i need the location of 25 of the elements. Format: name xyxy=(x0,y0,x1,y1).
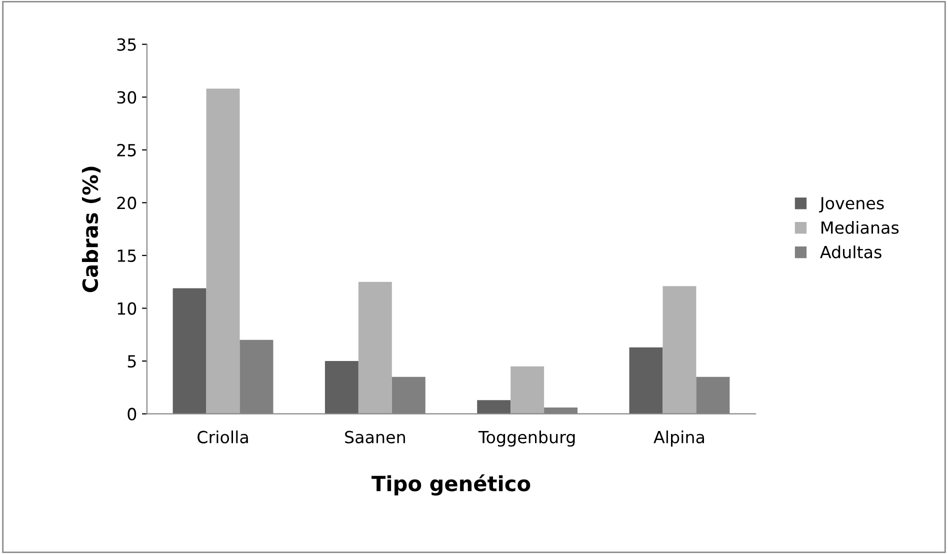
x-tick-label: Saanen xyxy=(345,430,405,444)
y-tick-label: 0 xyxy=(128,408,136,420)
y-axis-title: Cabras (%) xyxy=(82,166,101,292)
x-axis-title: Tipo genético xyxy=(372,474,530,496)
bar xyxy=(358,282,392,414)
y-tick-label: 20 xyxy=(117,196,136,210)
bar xyxy=(172,288,206,414)
legend-label: Adultas xyxy=(820,245,882,258)
legend-label: Jovenes xyxy=(819,197,884,213)
bar xyxy=(477,400,511,414)
bar xyxy=(629,347,663,414)
y-tick-label: 35 xyxy=(117,38,136,51)
bar xyxy=(510,366,544,414)
bar xyxy=(206,88,240,414)
y-tick-label: 15 xyxy=(118,250,136,262)
x-tick-label: Alpina xyxy=(654,430,704,447)
y-tick-label: 10 xyxy=(118,302,136,315)
y-tick-label: 5 xyxy=(128,355,136,368)
bar xyxy=(324,361,358,414)
x-tick-label: Toggenburg xyxy=(478,430,575,447)
legend-label: Medianas xyxy=(822,221,899,234)
x-tick-label: Criolla xyxy=(198,430,248,444)
y-tick-label: 30 xyxy=(117,91,136,104)
y-tick-label: 25 xyxy=(117,144,136,156)
bar xyxy=(662,286,696,414)
